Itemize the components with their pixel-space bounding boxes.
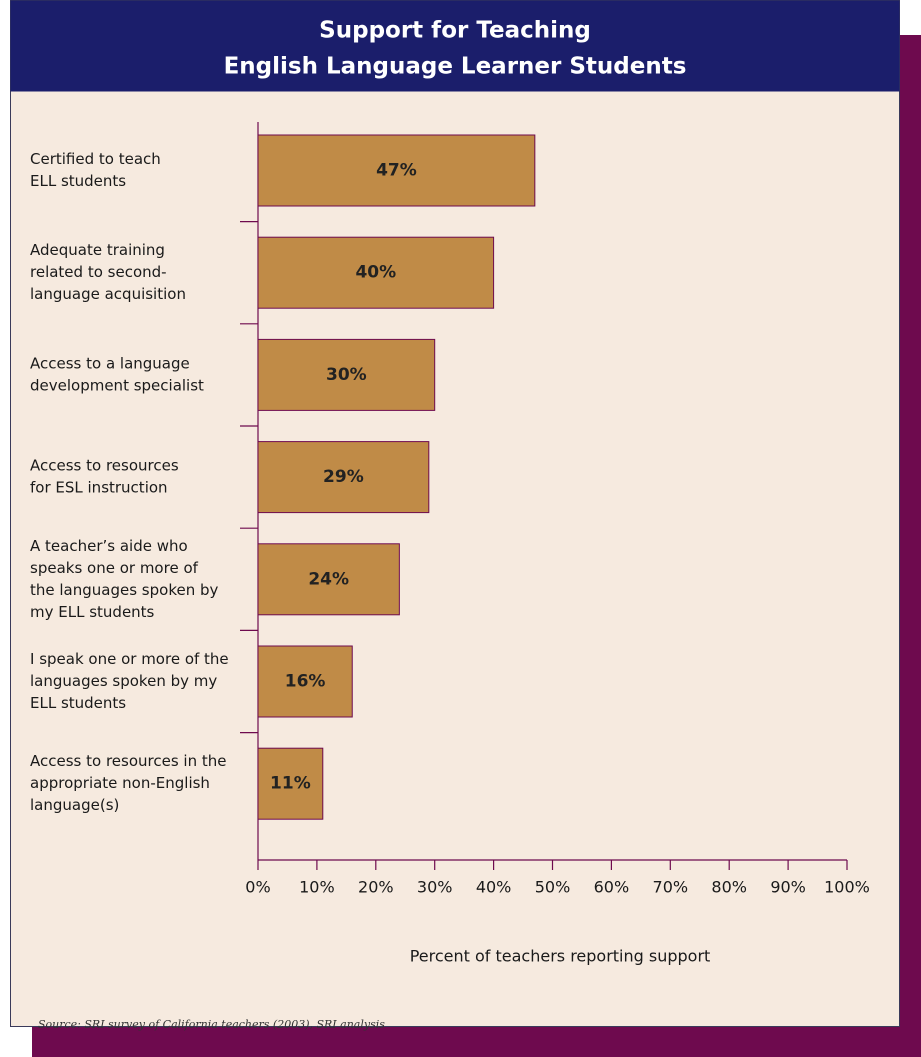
source: Source: SRI survey of California teacher… (38, 1018, 385, 1031)
value-label: 16% (285, 672, 326, 692)
x-tick-label: 60% (594, 878, 630, 897)
category-label: A teacher’s aide who (30, 537, 188, 555)
category-label: I speak one or more of the (30, 650, 229, 668)
value-label: 11% (270, 774, 311, 794)
bar (257, 441, 430, 514)
x-tick-label: 30% (417, 878, 453, 897)
value-label: 47% (376, 161, 417, 181)
shadow-bottom (32, 1027, 921, 1057)
value-label: 40% (355, 263, 396, 283)
category-label: Access to resources in the (30, 752, 226, 770)
chart-title: English Language Learner Students (224, 54, 687, 80)
category-label: Certified to teach (30, 150, 161, 168)
value-label: 30% (326, 365, 367, 385)
category-label: related to second- (30, 263, 167, 281)
category-label: development specialist (30, 376, 204, 394)
category-label: ELL students (30, 694, 126, 712)
category-label: Access to resources (30, 457, 179, 475)
x-tick-label: 20% (358, 878, 394, 897)
header (10, 0, 900, 92)
category-label: language(s) (30, 796, 119, 814)
x-tick-label: 50% (535, 878, 571, 897)
value-label: 24% (308, 569, 349, 589)
value-label: 29% (323, 467, 364, 487)
category-label: Access to a language (30, 354, 190, 372)
category-label: speaks one or more of (30, 559, 199, 577)
category-label: for ESL instruction (30, 479, 168, 497)
bar (257, 236, 495, 309)
category-label: my ELL students (30, 603, 155, 621)
x-axis-label: Percent of teachers reporting support (410, 947, 711, 966)
category-label: Adequate training (30, 241, 165, 259)
bar (257, 543, 400, 616)
category-label: languages spoken by my (30, 672, 217, 690)
x-tick-label: 90% (770, 878, 806, 897)
chart-title: Support for Teaching (319, 18, 591, 44)
x-tick-label: 80% (711, 878, 747, 897)
x-tick-label: 0% (245, 878, 270, 897)
category-label: ELL students (30, 172, 126, 190)
x-tick-label: 40% (476, 878, 512, 897)
bar (257, 645, 353, 718)
x-tick-label: 100% (824, 878, 870, 897)
x-tick-label: 10% (299, 878, 335, 897)
x-tick-label: 70% (653, 878, 689, 897)
bar (257, 747, 324, 820)
category-label: language acquisition (30, 285, 186, 303)
shadow-right (900, 35, 921, 1057)
category-label: appropriate non-English (30, 774, 210, 792)
category-label: the languages spoken by (30, 581, 218, 599)
bar (257, 134, 536, 207)
bar (257, 338, 436, 411)
